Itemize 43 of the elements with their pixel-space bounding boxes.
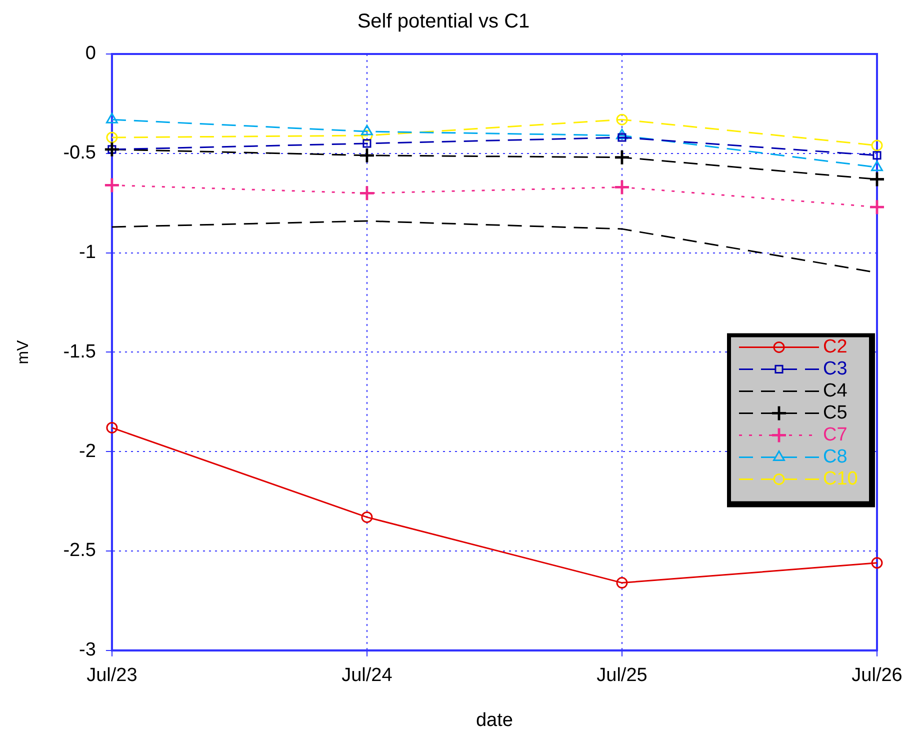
point [106, 132, 118, 144]
point [104, 142, 119, 156]
point [361, 130, 373, 142]
point [362, 139, 372, 148]
y-tick-label: -2.5 [63, 540, 96, 562]
legend-label: C10 [823, 468, 858, 490]
point [616, 128, 628, 140]
x-tick-label: Jul/24 [342, 665, 393, 686]
y-tick-label: -1 [79, 242, 96, 264]
y-tick-label: -1.5 [63, 341, 96, 362]
point [871, 557, 883, 569]
point [106, 112, 118, 124]
y-tick-label: -2 [79, 440, 96, 462]
y-axis-title: mV [15, 340, 32, 364]
point [616, 577, 628, 589]
point [870, 200, 884, 214]
point [614, 180, 629, 194]
x-tick-label: Jul/26 [852, 665, 902, 686]
point [361, 511, 373, 523]
point [616, 114, 628, 126]
chart-title: Self potential vs C1 [357, 10, 530, 33]
point [614, 150, 629, 164]
x-tick-label: Jul/23 [86, 665, 138, 686]
point [360, 186, 374, 200]
point [360, 148, 374, 162]
legend-label: C7 [823, 424, 848, 446]
x-tick-label: Jul/25 [596, 665, 648, 686]
legend-label: C8 [823, 446, 848, 468]
legend-label: C2 [823, 336, 848, 358]
legend-label: C4 [823, 380, 848, 402]
point [871, 160, 883, 172]
legend-label: C5 [823, 402, 848, 424]
point [870, 172, 884, 186]
point [872, 151, 882, 160]
legend-label: C3 [823, 358, 848, 380]
y-tick-label: 0 [85, 43, 96, 64]
point [871, 140, 883, 152]
point [361, 124, 373, 136]
y-tick-label: -0.5 [63, 142, 96, 164]
point [106, 422, 118, 434]
y-tick-label: -3 [79, 640, 96, 661]
point [104, 178, 119, 192]
x-axis-title: date [476, 710, 513, 731]
